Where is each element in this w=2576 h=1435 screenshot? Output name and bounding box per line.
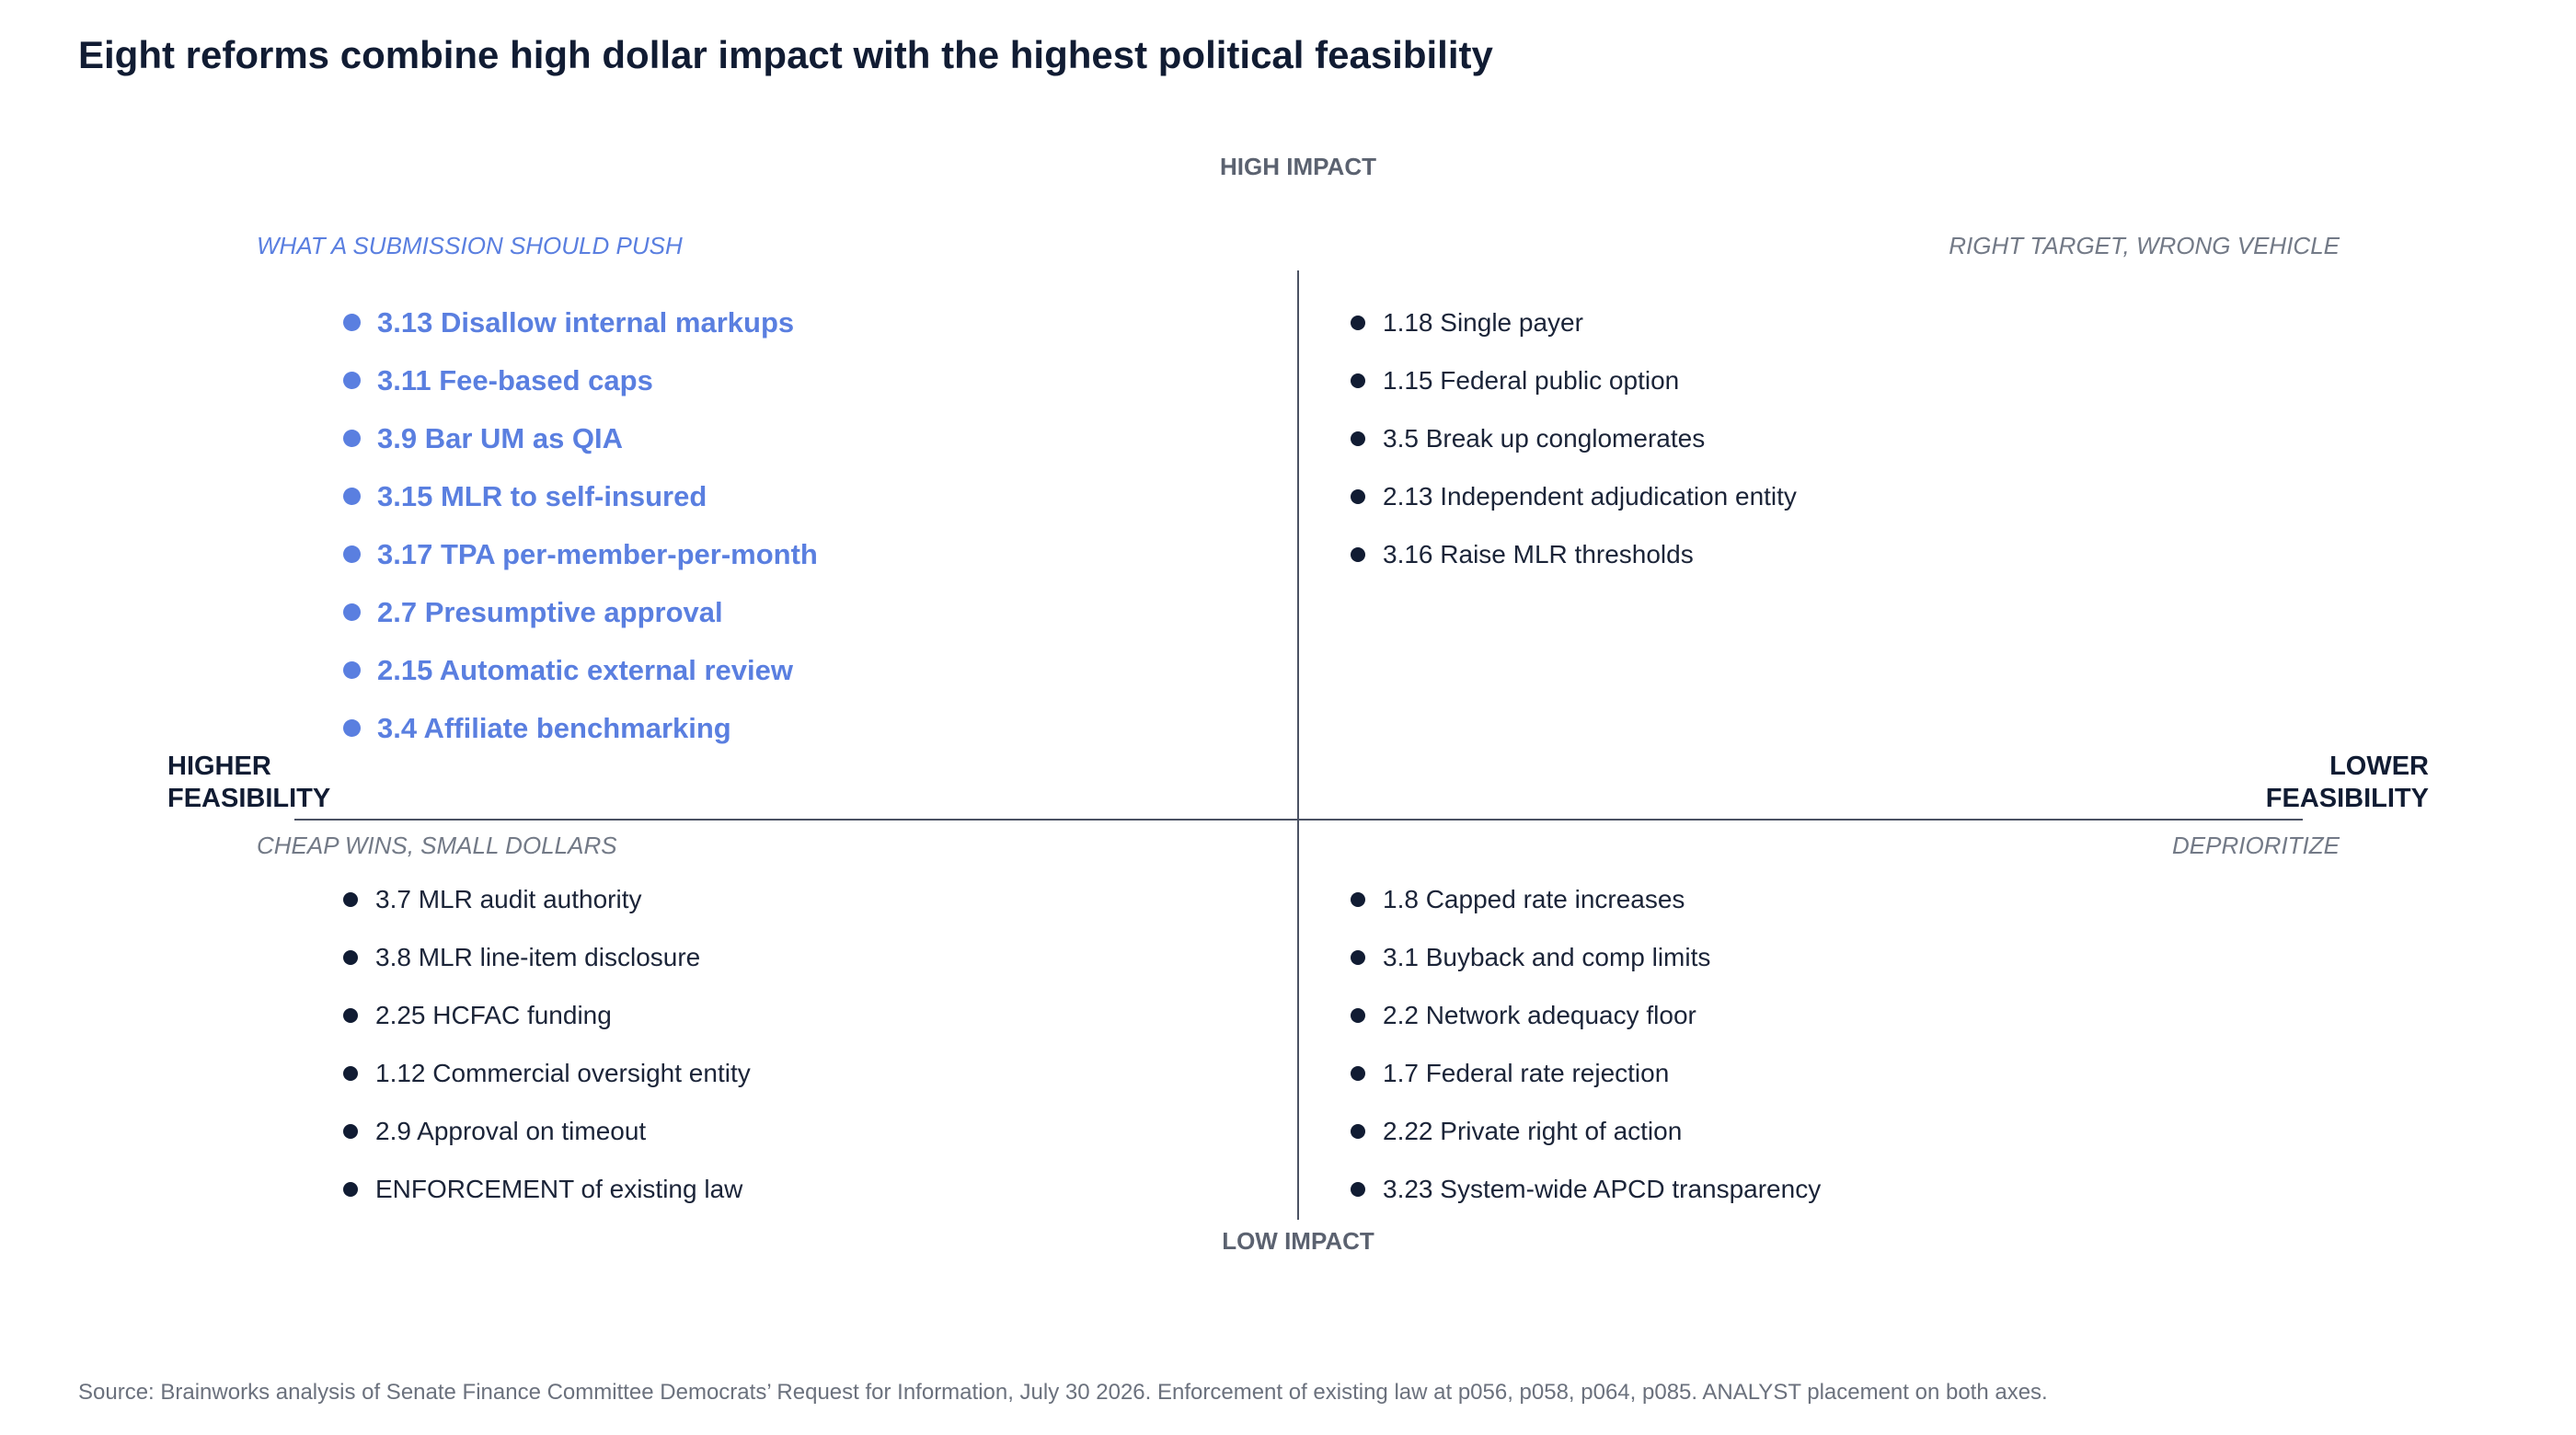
- list-item-label: 2.15 Automatic external review: [377, 653, 793, 686]
- list-item: 2.7 Presumptive approval: [343, 583, 818, 641]
- bullet-dot-icon: [343, 488, 361, 505]
- list-item: 3.15 MLR to self-insured: [343, 467, 818, 525]
- quadrant-label-bottom-left: CHEAP WINS, SMALL DOLLARS: [257, 832, 617, 859]
- list-item-label: 3.5 Break up conglomerates: [1383, 423, 1706, 453]
- list-item: 1.8 Capped rate increases: [1351, 870, 1821, 928]
- bullet-dot-icon: [343, 372, 361, 389]
- list-item-label: 3.17 TPA per-member-per-month: [377, 537, 818, 570]
- bullet-dot-icon: [1351, 1181, 1365, 1197]
- list-item-label: 3.15 MLR to self-insured: [377, 479, 707, 512]
- lower-feasibility-label: LOWER FEASIBILITY: [2266, 751, 2429, 815]
- list-item: 3.4 Affiliate benchmarking: [343, 699, 818, 757]
- bullet-dot-icon: [1351, 1123, 1365, 1139]
- list-item-label: 3.23 System-wide APCD transparency: [1383, 1174, 1822, 1203]
- bullet-dot-icon: [343, 1065, 358, 1081]
- low-impact-label: LOW IMPACT: [1222, 1227, 1374, 1255]
- list-item: 3.13 Disallow internal markups: [343, 293, 818, 351]
- quadrant-list-bottom-left: 3.7 MLR audit authority 3.8 MLR line-ite…: [343, 870, 751, 1218]
- source-note: Source: Brainworks analysis of Senate Fi…: [78, 1380, 2048, 1405]
- list-item-label: 2.13 Independent adjudication entity: [1383, 481, 1797, 511]
- lower-feasibility-line-2: FEASIBILITY: [2265, 784, 2429, 813]
- bullet-dot-icon: [343, 719, 361, 737]
- list-item: 3.16 Raise MLR thresholds: [1351, 525, 1797, 583]
- quadrant-label-top-left: WHAT A SUBMISSION SHOULD PUSH: [257, 232, 683, 259]
- bullet-dot-icon: [343, 1181, 358, 1197]
- list-item: 1.12 Commercial oversight entity: [343, 1044, 751, 1102]
- bullet-dot-icon: [343, 430, 361, 447]
- list-item: 2.2 Network adequacy floor: [1351, 986, 1821, 1044]
- list-item: 2.25 HCFAC funding: [343, 986, 751, 1044]
- high-impact-label: HIGH IMPACT: [1220, 153, 1376, 180]
- list-item: 3.1 Buyback and comp limits: [1351, 928, 1821, 986]
- list-item: 2.13 Independent adjudication entity: [1351, 467, 1797, 525]
- list-item: 2.22 Private right of action: [1351, 1102, 1821, 1160]
- list-item-label: 1.7 Federal rate rejection: [1383, 1058, 1670, 1087]
- list-item: 3.5 Break up conglomerates: [1351, 409, 1797, 467]
- list-item: 1.15 Federal public option: [1351, 351, 1797, 409]
- list-item: 2.15 Automatic external review: [343, 641, 818, 699]
- bullet-dot-icon: [343, 545, 361, 563]
- list-item: 1.18 Single payer: [1351, 293, 1797, 351]
- list-item-label: 2.7 Presumptive approval: [377, 595, 723, 628]
- bullet-dot-icon: [343, 661, 361, 679]
- list-item-label: 2.9 Approval on timeout: [375, 1116, 647, 1145]
- list-item: ENFORCEMENT of existing law: [343, 1160, 751, 1218]
- bullet-dot-icon: [1351, 315, 1365, 330]
- list-item-label: 3.13 Disallow internal markups: [377, 305, 795, 339]
- list-item-label: 3.8 MLR line-item disclosure: [375, 942, 701, 971]
- list-item-label: ENFORCEMENT of existing law: [375, 1174, 743, 1203]
- list-item-label: 1.18 Single payer: [1383, 307, 1583, 337]
- bullet-dot-icon: [343, 949, 358, 965]
- bullet-dot-icon: [1351, 1065, 1365, 1081]
- list-item: 3.7 MLR audit authority: [343, 870, 751, 928]
- list-item: 3.9 Bar UM as QIA: [343, 409, 818, 467]
- bullet-dot-icon: [1351, 949, 1365, 965]
- quadrant-list-top-left: 3.13 Disallow internal markups 3.11 Fee-…: [343, 293, 818, 757]
- list-item-label: 1.12 Commercial oversight entity: [375, 1058, 751, 1087]
- quadrant-label-bottom-right: DEPRIORITIZE: [2171, 832, 2340, 859]
- list-item-label: 1.15 Federal public option: [1383, 365, 1680, 395]
- bullet-dot-icon: [1351, 1007, 1365, 1023]
- bullet-dot-icon: [343, 314, 361, 331]
- list-item: 3.17 TPA per-member-per-month: [343, 525, 818, 583]
- bullet-dot-icon: [1351, 891, 1365, 907]
- quadrant-list-top-right: 1.18 Single payer 1.15 Federal public op…: [1351, 293, 1797, 583]
- bullet-dot-icon: [1351, 430, 1365, 446]
- list-item-label: 3.11 Fee-based caps: [377, 363, 653, 396]
- quadrant-label-top-right: RIGHT TARGET, WRONG VEHICLE: [1949, 232, 2340, 259]
- list-item-label: 2.22 Private right of action: [1383, 1116, 1683, 1145]
- list-item-label: 3.4 Affiliate benchmarking: [377, 711, 731, 744]
- list-item: 2.9 Approval on timeout: [343, 1102, 751, 1160]
- list-item: 1.7 Federal rate rejection: [1351, 1044, 1821, 1102]
- higher-feasibility-label: HIGHER FEASIBILITY: [167, 751, 330, 815]
- list-item: 3.23 System-wide APCD transparency: [1351, 1160, 1821, 1218]
- list-item-label: 2.2 Network adequacy floor: [1383, 1000, 1696, 1029]
- higher-feasibility-line-1: HIGHER: [167, 752, 271, 781]
- quadrant-list-bottom-right: 1.8 Capped rate increases 3.1 Buyback an…: [1351, 870, 1821, 1218]
- list-item: 3.8 MLR line-item disclosure: [343, 928, 751, 986]
- higher-feasibility-line-2: FEASIBILITY: [167, 784, 331, 813]
- chart-title: Eight reforms combine high dollar impact…: [78, 33, 1493, 76]
- list-item-label: 2.25 HCFAC funding: [375, 1000, 612, 1029]
- bullet-dot-icon: [343, 603, 361, 621]
- list-item: 3.11 Fee-based caps: [343, 351, 818, 409]
- list-item-label: 3.9 Bar UM as QIA: [377, 421, 624, 454]
- lower-feasibility-line-1: LOWER: [2329, 752, 2429, 781]
- bullet-dot-icon: [343, 1007, 358, 1023]
- bullet-dot-icon: [343, 891, 358, 907]
- vertical-axis-line: [1297, 270, 1299, 1220]
- list-item-label: 1.8 Capped rate increases: [1383, 884, 1685, 913]
- list-item-label: 3.16 Raise MLR thresholds: [1383, 539, 1694, 568]
- list-item-label: 3.7 MLR audit authority: [375, 884, 642, 913]
- bullet-dot-icon: [1351, 488, 1365, 504]
- bullet-dot-icon: [1351, 546, 1365, 562]
- bullet-dot-icon: [343, 1123, 358, 1139]
- bullet-dot-icon: [1351, 373, 1365, 388]
- list-item-label: 3.1 Buyback and comp limits: [1383, 942, 1711, 971]
